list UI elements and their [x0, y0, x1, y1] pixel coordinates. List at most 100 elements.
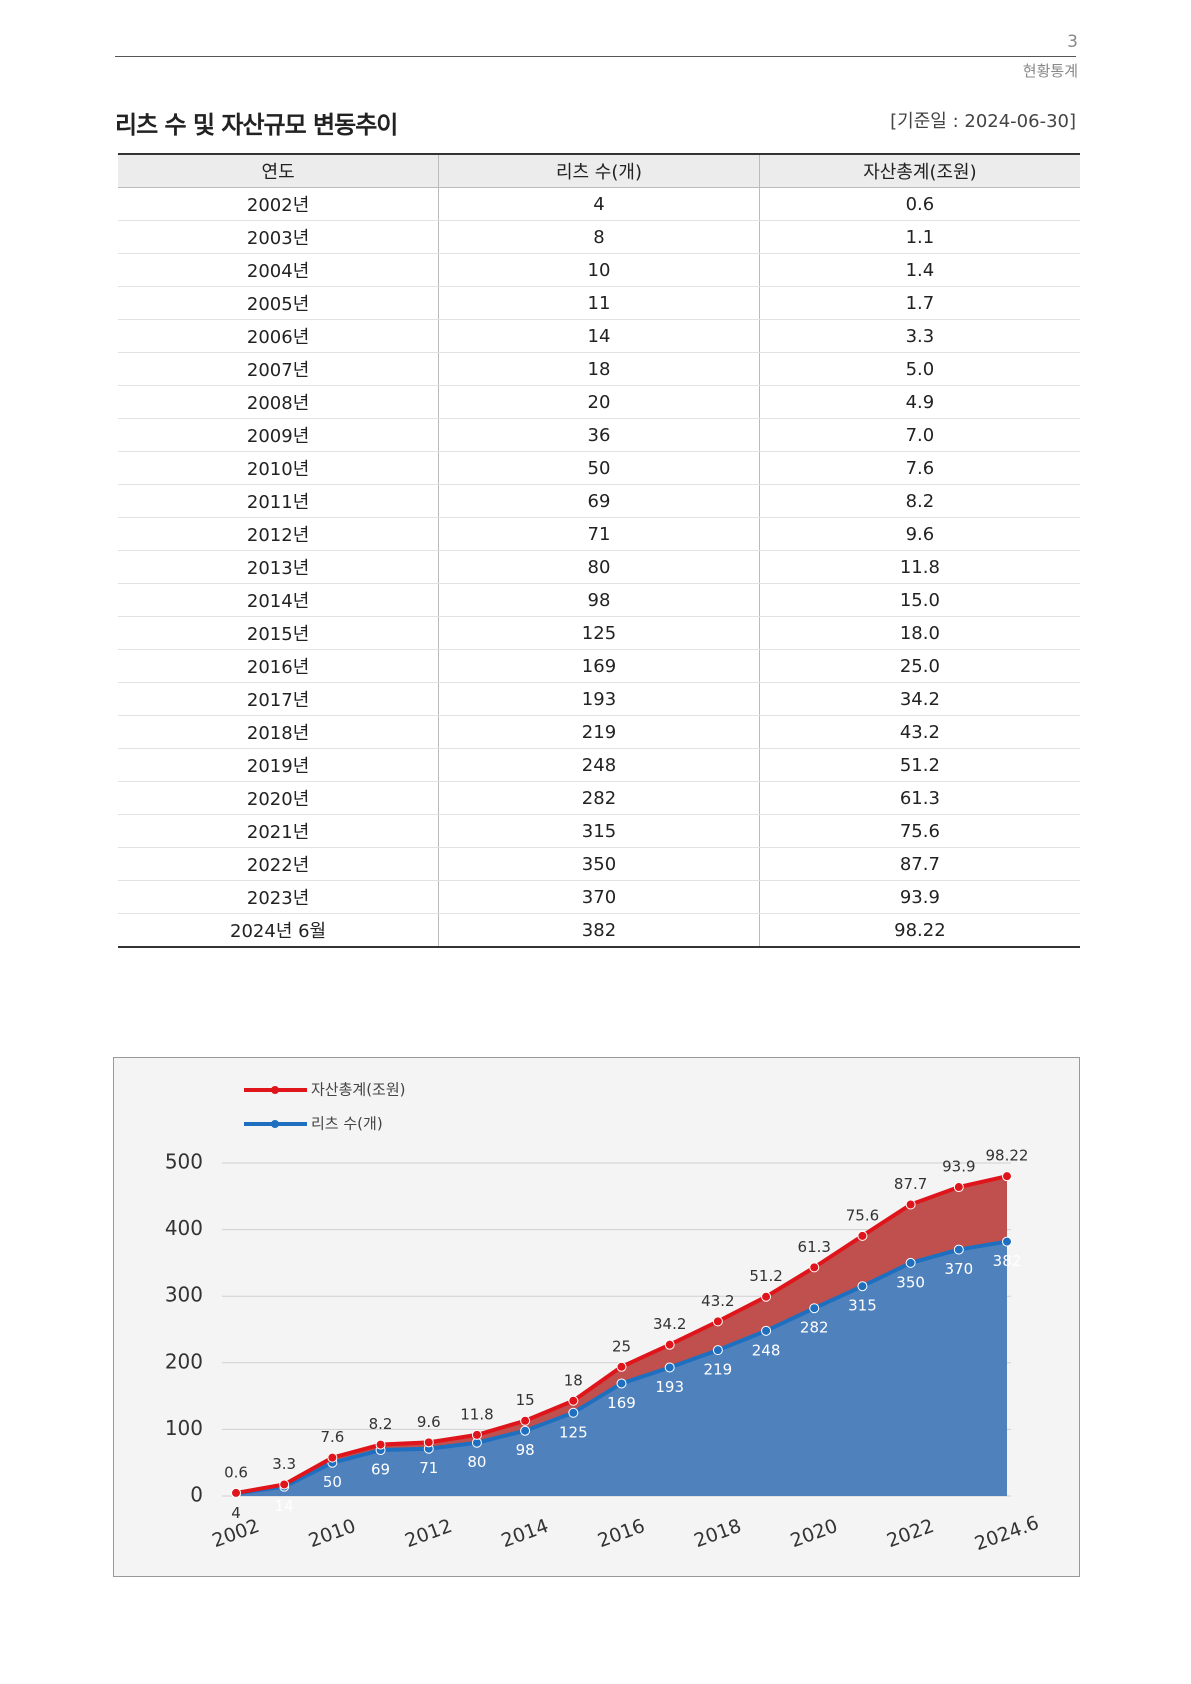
table-cell: 43.2	[758, 715, 1080, 749]
table-cell: 14	[438, 319, 760, 353]
data-point	[375, 1439, 386, 1450]
table-cell: 1.7	[758, 286, 1080, 320]
table-row: 2014년 98 15.0	[118, 583, 1080, 617]
title: 리츠 수 및 자산규모 변동추이	[115, 111, 398, 139]
data-point	[761, 1291, 772, 1302]
data-table: 연도 리츠 수(개) 자산총계(조원) 2002년 4 0.6 2003년 8 1.1 2004…	[118, 153, 1080, 948]
table-cell: 2011년	[118, 484, 439, 518]
table-cell: 7.0	[758, 418, 1080, 452]
x-tick-label: 2022	[884, 1515, 937, 1552]
data-label: 370	[944, 1260, 973, 1278]
table-cell: 2020년	[118, 781, 439, 815]
table-cell: 2014년	[118, 583, 439, 617]
data-label: 3.3	[272, 1455, 296, 1473]
data-label: 9.6	[417, 1413, 441, 1431]
table-cell: 18	[438, 352, 760, 386]
data-label: 193	[655, 1378, 684, 1396]
table-row: 2009년 36 7.0	[118, 418, 1080, 452]
table-cell: 2015년	[118, 616, 439, 650]
table-cell: 370	[438, 880, 760, 914]
table-cell: 1.1	[758, 220, 1080, 254]
data-point	[1002, 1171, 1012, 1182]
y-tick-label: 200	[165, 1349, 203, 1373]
table-cell: 2003년	[118, 220, 439, 254]
table-cell: 8.2	[758, 484, 1080, 518]
table-row: 2004년 10 1.4	[118, 253, 1080, 287]
table-cell: 1.4	[758, 253, 1080, 287]
table-cell: 2021년	[118, 814, 439, 848]
data-point	[953, 1182, 964, 1193]
table-row: 2018년 219 43.2	[118, 715, 1080, 749]
data-point	[664, 1362, 675, 1373]
table-cell: 93.9	[758, 880, 1080, 914]
data-point	[761, 1325, 772, 1336]
data-point	[568, 1395, 579, 1406]
table-cell: 193	[438, 682, 760, 716]
data-label: 7.6	[320, 1428, 344, 1446]
area	[236, 1241, 1007, 1496]
table-cell: 169	[438, 649, 760, 683]
data-point	[905, 1199, 916, 1210]
table-cell: 71	[438, 517, 760, 551]
data-point	[1002, 1236, 1012, 1247]
data-point	[953, 1244, 964, 1255]
y-tick-label: 100	[165, 1416, 203, 1440]
table-row: 2015년 125 18.0	[118, 616, 1080, 650]
data-label: 61.3	[798, 1238, 831, 1256]
table-cell: 0.6	[758, 187, 1080, 221]
legend-marker	[271, 1120, 279, 1128]
data-point	[809, 1303, 820, 1314]
table-cell: 36	[438, 418, 760, 452]
data-point	[520, 1425, 531, 1436]
table-row: 2023년 370 93.9	[118, 880, 1080, 914]
table-cell: 87.7	[758, 847, 1080, 881]
y-tick-label: 0	[190, 1483, 203, 1507]
table-row: 2017년 193 34.2	[118, 682, 1080, 716]
table-row: 2003년 8 1.1	[118, 220, 1080, 254]
data-point	[857, 1230, 868, 1241]
table-cell: 50	[438, 451, 760, 485]
table-cell: 18.0	[758, 616, 1080, 650]
data-label: 15	[516, 1391, 535, 1409]
table-cell: 34.2	[758, 682, 1080, 716]
table-cell: 282	[438, 781, 760, 815]
table-row: 2005년 11 1.7	[118, 286, 1080, 320]
data-label: 382	[993, 1252, 1022, 1270]
data-label: 350	[896, 1273, 925, 1291]
table-cell: 125	[438, 616, 760, 650]
column-header: 리츠 수(개)	[438, 154, 760, 188]
data-label: 25	[612, 1337, 631, 1355]
data-point	[520, 1415, 531, 1426]
table-cell: 2006년	[118, 319, 439, 353]
data-label: 50	[323, 1473, 342, 1491]
table-row: 2024년 6월 382 98.22	[118, 913, 1080, 948]
table-row: 2011년 69 8.2	[118, 484, 1080, 518]
data-label: 18	[564, 1371, 583, 1389]
table-row: 2010년 50 7.6	[118, 451, 1080, 485]
table-cell: 11	[438, 286, 760, 320]
data-label: 14	[275, 1497, 294, 1515]
table-cell: 2005년	[118, 286, 439, 320]
table-cell: 382	[438, 913, 760, 948]
data-point	[616, 1361, 627, 1372]
table-cell: 2024년 6월	[118, 913, 439, 948]
table-cell: 2010년	[118, 451, 439, 485]
table-cell: 7.6	[758, 451, 1080, 485]
data-point	[423, 1437, 434, 1448]
table-cell: 80	[438, 550, 760, 584]
table-cell: 2002년	[118, 187, 439, 221]
data-label: 98	[516, 1441, 535, 1459]
legend-label: 자산총계(조원)	[311, 1081, 406, 1099]
data-point	[857, 1281, 868, 1292]
table-cell: 2007년	[118, 352, 439, 386]
data-label: 69	[371, 1461, 390, 1479]
data-point	[905, 1257, 916, 1268]
table-cell: 8	[438, 220, 760, 254]
table-cell: 2004년	[118, 253, 439, 287]
data-point	[471, 1429, 482, 1440]
table-cell: 75.6	[758, 814, 1080, 848]
data-label: 282	[800, 1319, 829, 1337]
data-label: 8.2	[369, 1415, 393, 1433]
